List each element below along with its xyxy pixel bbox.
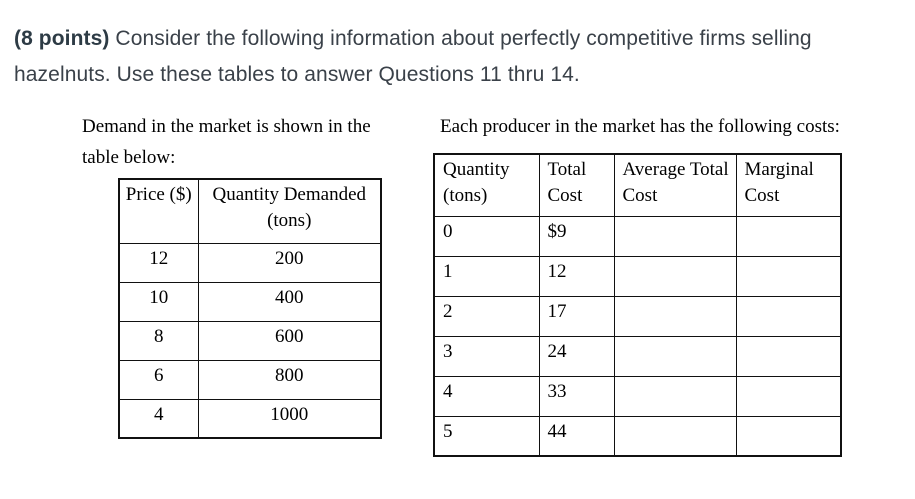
quantity-cell: 4 [433,375,540,417]
demand-table-caption: Demand in the market is shown in the tab… [82,116,371,168]
quantity-demanded-cell: 200 [197,242,382,283]
price-cell: 4 [118,398,199,439]
cost-table: Quantity (tons) Total Cost Average Total… [433,153,842,457]
quantity-cell: 0 [433,215,540,257]
quantity-demanded-cell: 400 [197,281,382,322]
demand-header-price: Price ($) [118,178,199,244]
price-cell: 6 [118,359,199,400]
table-row: 12 200 [118,242,382,283]
quantity-demanded-cell: 600 [197,320,382,361]
table-row: 6 800 [118,359,382,400]
price-cell: 8 [118,320,199,361]
quantity-cell: 2 [433,295,540,337]
marginal-cost-cell [735,335,842,377]
marginal-cost-cell [735,255,842,297]
marginal-cost-cell [735,215,842,257]
average-total-cost-cell [613,255,737,297]
cost-table-caption: Each producer in the market has the foll… [440,116,840,137]
table-row: 4 33 [433,375,842,417]
average-total-cost-cell [613,215,737,257]
cost-header-quantity-line2: (tons) [443,185,488,206]
quantity-demanded-cell: 800 [197,359,382,400]
total-cost-cell: 44 [538,415,615,457]
demand-header-quantity-line1: Quantity Demanded [212,184,367,205]
cost-table-header-row: Quantity (tons) Total Cost Average Total… [433,153,842,217]
average-total-cost-cell [613,335,737,377]
table-row: 4 1000 [118,398,382,439]
table-row: 5 44 [433,415,842,457]
cost-header-marginal-cost: Marginal Cost [735,153,842,217]
table-row: 2 17 [433,295,842,337]
table-row: 8 600 [118,320,382,361]
total-cost-cell: 33 [538,375,615,417]
marginal-cost-cell [735,415,842,457]
quantity-cell: 1 [433,255,540,297]
cost-header-quantity-line1: Quantity [443,159,510,180]
cost-header-average-total-cost: Average Total Cost [613,153,737,217]
demand-header-quantity: Quantity Demanded (tons) [197,178,382,244]
cost-header-marginal-cost-line1: Marginal [744,159,814,180]
cost-header-marginal-cost-line2: Cost [744,185,780,206]
average-total-cost-cell [613,415,737,457]
demand-table: Price ($) Quantity Demanded (tons) 12 20… [118,178,382,439]
total-cost-cell: 24 [538,335,615,377]
cost-header-total-cost: Total Cost [538,153,615,217]
price-cell: 12 [118,242,199,283]
table-row: 3 24 [433,335,842,377]
cost-header-total-cost-line2: Cost [547,185,583,206]
average-total-cost-cell [613,375,737,417]
price-cell: 10 [118,281,199,322]
total-cost-cell: 12 [538,255,615,297]
question-intro: (8 points) Consider the following inform… [14,21,896,93]
cost-header-quantity: Quantity (tons) [433,153,540,217]
quantity-cell: 5 [433,415,540,457]
marginal-cost-cell [735,295,842,337]
cost-header-total-cost-line1: Total [547,159,587,180]
quantity-demanded-cell: 1000 [197,398,382,439]
question-intro-text: Consider the following information about… [14,27,812,86]
marginal-cost-cell [735,375,842,417]
table-row: 1 12 [433,255,842,297]
average-total-cost-cell [613,295,737,337]
quantity-cell: 3 [433,335,540,377]
table-row: 0 $9 [433,215,842,257]
total-cost-cell: 17 [538,295,615,337]
table-row: 10 400 [118,281,382,322]
total-cost-cell: $9 [538,215,615,257]
cost-header-average-total-cost-line2: Cost [622,185,658,206]
demand-table-header-row: Price ($) Quantity Demanded (tons) [118,178,382,244]
demand-header-quantity-line2: (tons) [267,210,312,231]
points-label: (8 points) [14,27,110,50]
cost-header-average-total-cost-line1: Average Total [622,159,729,180]
